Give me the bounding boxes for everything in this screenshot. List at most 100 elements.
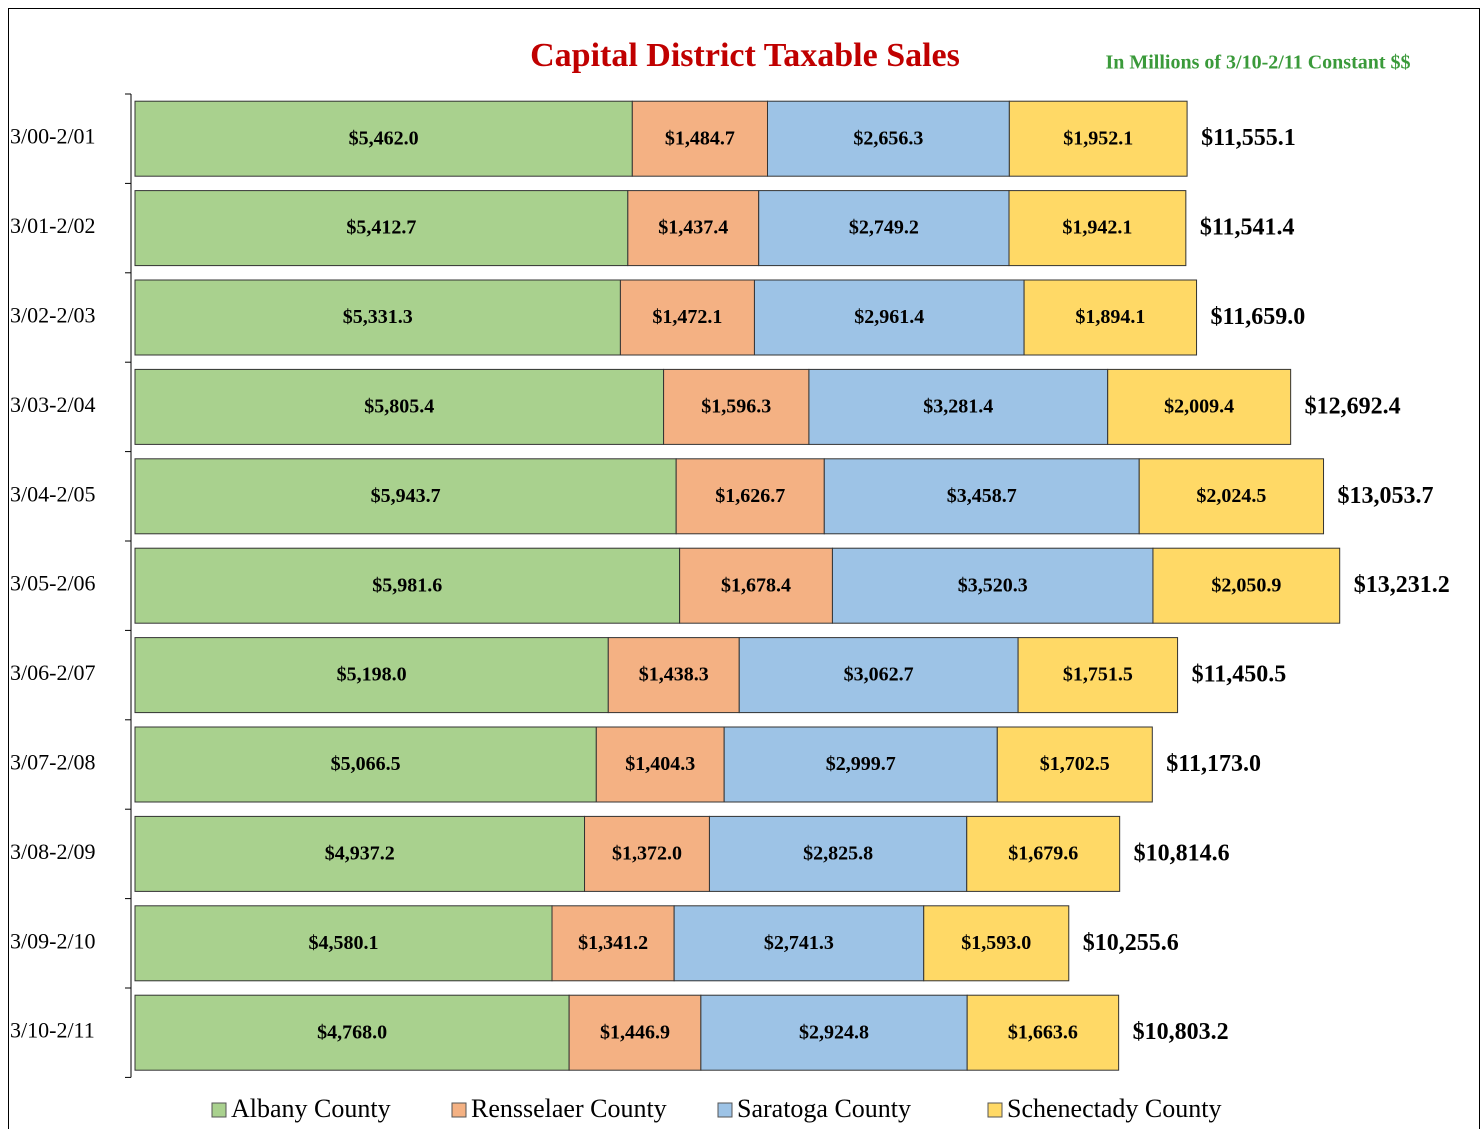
- data-label: $1,341.2: [578, 932, 648, 954]
- data-label: $5,943.7: [371, 485, 441, 507]
- data-label: $5,331.3: [343, 306, 413, 328]
- bar-segment: [631, 100, 768, 177]
- legend-label: Rensselaer County: [471, 1094, 667, 1123]
- bar-segment: [738, 637, 1019, 714]
- bar-segment: [568, 994, 702, 1071]
- total-label: $11,173.0: [1166, 751, 1261, 777]
- data-label: $1,472.1: [652, 306, 722, 328]
- y-tick-label: 3/05-2/06: [10, 571, 96, 596]
- bar-segment: [1017, 637, 1179, 714]
- data-label: $4,768.0: [317, 1021, 387, 1043]
- data-label: $1,679.6: [1008, 842, 1078, 864]
- bar-segment: [551, 905, 675, 982]
- bar-segment: [1023, 279, 1198, 356]
- bar-segment: [700, 994, 968, 1071]
- y-tick-label: 3/00-2/01: [10, 124, 96, 149]
- total-label: $10,814.6: [1134, 840, 1230, 866]
- data-label: $1,942.1: [1062, 217, 1132, 239]
- bar-segment: [823, 458, 1140, 535]
- data-label: $1,437.4: [658, 217, 728, 239]
- legend-label: Schenectady County: [1007, 1094, 1221, 1123]
- y-tick-label: 3/06-2/07: [10, 660, 96, 685]
- data-label: $2,009.4: [1164, 395, 1234, 417]
- data-label: $2,999.7: [826, 753, 896, 775]
- legend-label: Albany County: [231, 1094, 391, 1123]
- bar-segment: [758, 190, 1010, 267]
- bar-segment: [134, 279, 621, 356]
- chart-subtitle: In Millions of 3/10-2/11 Constant $$: [1105, 52, 1410, 74]
- bar-segment: [134, 458, 677, 535]
- bar-segment: [134, 905, 553, 982]
- bar-segment: [753, 279, 1025, 356]
- bar-segment: [673, 905, 925, 982]
- data-label: $1,751.5: [1063, 664, 1133, 686]
- data-label: $1,663.6: [1008, 1021, 1078, 1043]
- data-label: $3,281.4: [923, 395, 993, 417]
- data-label: $1,678.4: [721, 574, 791, 596]
- total-label: $10,803.2: [1133, 1019, 1229, 1045]
- bar-segment: [766, 100, 1010, 177]
- data-label: $4,937.2: [325, 842, 395, 864]
- bar-segment: [966, 815, 1121, 892]
- bar-segment: [831, 547, 1154, 624]
- data-label: $5,198.0: [337, 664, 407, 686]
- data-label: $1,372.0: [612, 842, 682, 864]
- bar-segment: [966, 994, 1120, 1071]
- bar-segment: [134, 815, 586, 892]
- data-label: $5,066.5: [331, 753, 401, 775]
- data-label: $1,438.3: [639, 664, 709, 686]
- data-label: $1,404.3: [625, 753, 695, 775]
- data-label: $5,805.4: [364, 395, 434, 417]
- bar-segment: [708, 815, 968, 892]
- bar-segment: [134, 100, 633, 177]
- y-tick-label: 3/09-2/10: [10, 928, 96, 953]
- bar-segment: [1138, 458, 1325, 535]
- data-label: $3,458.7: [947, 485, 1017, 507]
- data-label: $2,656.3: [853, 127, 923, 149]
- bar-segment: [996, 726, 1153, 803]
- total-label: $11,659.0: [1211, 304, 1306, 330]
- total-label: $11,555.1: [1201, 125, 1296, 151]
- data-label: $2,741.3: [764, 932, 834, 954]
- data-label: $3,520.3: [958, 574, 1028, 596]
- bar-segment: [584, 815, 710, 892]
- data-label: $5,462.0: [349, 127, 419, 149]
- bar-segment: [1152, 547, 1341, 624]
- y-tick-label: 3/04-2/05: [10, 481, 96, 506]
- y-tick-label: 3/03-2/04: [10, 392, 96, 417]
- bar-segment: [134, 368, 665, 445]
- total-label: $12,692.4: [1305, 393, 1401, 419]
- data-label: $4,580.1: [309, 932, 379, 954]
- data-label: $1,952.1: [1063, 127, 1133, 149]
- data-label: $1,894.1: [1075, 306, 1145, 328]
- bar-segment: [723, 726, 998, 803]
- legend-swatch: [451, 1102, 467, 1118]
- chart-title: Capital District Taxable Sales: [530, 37, 960, 74]
- data-label: $2,050.9: [1211, 574, 1281, 596]
- bar-segment: [627, 190, 760, 267]
- data-label: $1,446.9: [600, 1021, 670, 1043]
- data-label: $1,702.5: [1040, 753, 1110, 775]
- data-label: $5,412.7: [346, 217, 416, 239]
- total-label: $11,450.5: [1192, 662, 1287, 688]
- bar-segment: [607, 637, 740, 714]
- data-label: $3,062.7: [844, 664, 914, 686]
- bar-segment: [619, 279, 755, 356]
- total-label: $10,255.6: [1083, 930, 1179, 956]
- data-label: $2,024.5: [1196, 485, 1266, 507]
- total-label: $13,053.7: [1338, 483, 1434, 509]
- data-label: $2,749.2: [849, 217, 919, 239]
- bar-segment: [1107, 368, 1292, 445]
- bar-segment: [134, 547, 681, 624]
- data-label: $1,626.7: [715, 485, 785, 507]
- y-tick-label: 3/07-2/08: [10, 750, 96, 775]
- bar-segment: [134, 726, 597, 803]
- y-tick-label: 3/02-2/03: [10, 303, 96, 328]
- data-label: $2,961.4: [854, 306, 924, 328]
- data-label: $5,981.6: [372, 574, 442, 596]
- bar-segment: [675, 458, 825, 535]
- bar-segment: [808, 368, 1109, 445]
- bar-segment: [923, 905, 1070, 982]
- y-tick-label: 3/08-2/09: [10, 839, 96, 864]
